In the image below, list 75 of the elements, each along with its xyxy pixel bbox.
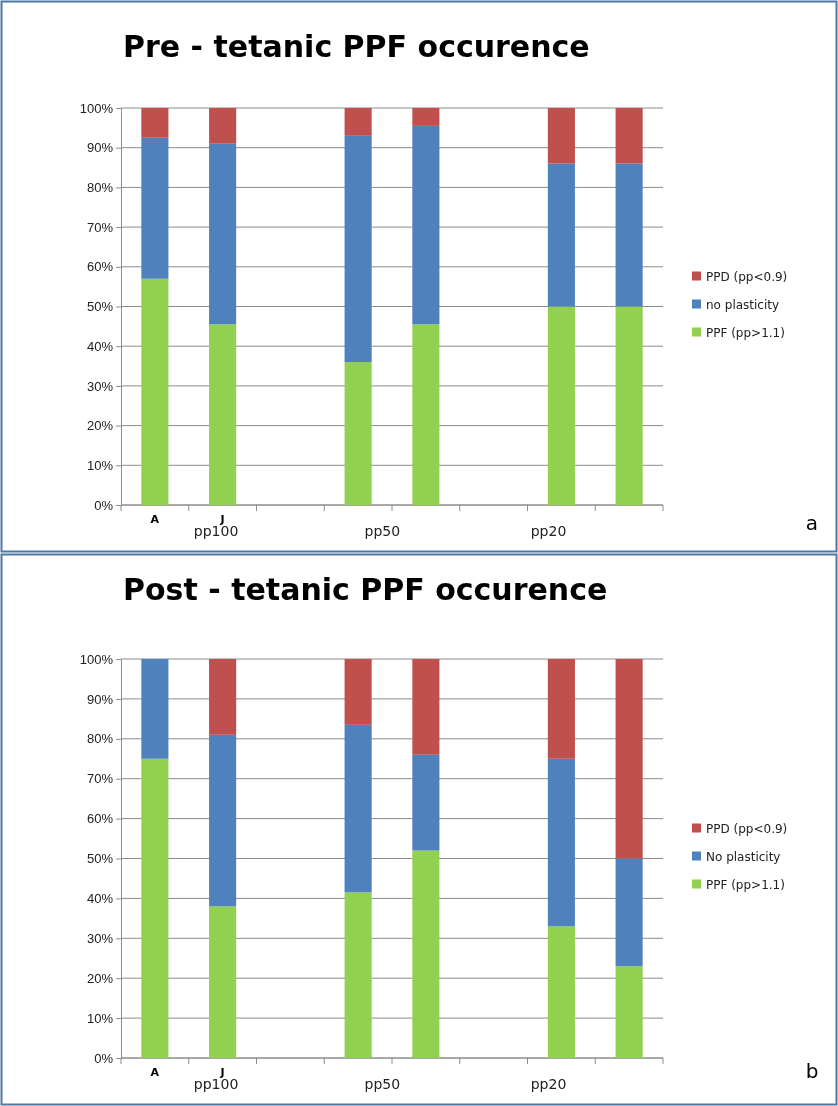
legend-label: PPD (pp<0.9) [706, 269, 788, 284]
bar [141, 659, 169, 759]
bar [344, 135, 372, 363]
y-tick-label: 30% [86, 378, 114, 394]
bar [547, 926, 575, 1058]
bar [412, 754, 440, 851]
y-tick-label: 0% [94, 497, 114, 513]
bar [547, 659, 575, 759]
bar [141, 758, 169, 1058]
bar [615, 306, 643, 505]
bar [209, 659, 237, 735]
bar [412, 659, 440, 755]
y-tick-label: 0% [94, 1050, 114, 1066]
y-tick-label: 90% [86, 691, 114, 707]
x-tick-label: A [150, 1066, 160, 1079]
y-tick-label: 40% [86, 891, 114, 907]
y-tick-label: 20% [86, 418, 114, 434]
bar [209, 906, 237, 1058]
y-tick-label: 10% [86, 457, 114, 473]
bar [547, 306, 575, 505]
bar [412, 125, 440, 325]
y-tick-label: 80% [86, 731, 114, 747]
chart-title: Post - tetanic PPF occurence [123, 572, 608, 607]
bar [344, 724, 372, 893]
text: a [805, 511, 819, 535]
legend-label: PPD (pp<0.9) [706, 821, 788, 836]
y-tick-label: 90% [86, 140, 114, 156]
bar [209, 734, 237, 907]
text: pp50 [364, 1076, 401, 1092]
legend-label: PPF (pp>1.1) [706, 325, 785, 340]
text: pp50 [364, 523, 401, 539]
bar [615, 108, 643, 164]
bar [209, 108, 237, 144]
y-tick-label: 100% [79, 100, 114, 116]
y-tick-label: 10% [86, 1010, 114, 1026]
bar [412, 324, 440, 505]
x-tick-label: J [219, 513, 225, 526]
bar [412, 108, 440, 126]
bar [344, 362, 372, 505]
bar [547, 758, 575, 927]
bar [344, 892, 372, 1058]
y-tick-label: 30% [86, 930, 114, 946]
x-tick-label: J [219, 1066, 225, 1079]
text: b [805, 1059, 819, 1083]
y-tick-label: 40% [86, 338, 114, 354]
text: pp20 [530, 1076, 567, 1092]
x-tick-label: A [150, 513, 160, 526]
y-tick-label: 70% [86, 219, 114, 235]
y-tick-label: 20% [86, 970, 114, 986]
legend-label: no plasticity [706, 297, 780, 312]
chart-title: Pre - tetanic PPF occurence [123, 29, 590, 64]
bar [615, 966, 643, 1058]
bar [547, 108, 575, 164]
bar [344, 108, 372, 136]
y-tick-label: 60% [86, 811, 114, 827]
bar [141, 278, 169, 505]
bar [141, 108, 169, 138]
bar [615, 659, 643, 859]
bar [141, 137, 169, 279]
bar [209, 324, 237, 505]
bar [615, 163, 643, 307]
bar [412, 850, 440, 1058]
bar [547, 163, 575, 307]
y-tick-label: 60% [86, 259, 114, 275]
y-tick-label: 70% [86, 771, 114, 787]
bar [344, 659, 372, 725]
y-tick-label: 100% [79, 651, 114, 667]
legend-label: PPF (pp>1.1) [706, 877, 785, 892]
y-tick-label: 50% [86, 851, 114, 867]
y-tick-label: 80% [86, 180, 114, 196]
text: pp20 [530, 523, 567, 539]
bar [209, 143, 237, 325]
legend-label: No plasticity [706, 849, 781, 864]
bar [615, 858, 643, 967]
y-tick-label: 50% [86, 299, 114, 315]
